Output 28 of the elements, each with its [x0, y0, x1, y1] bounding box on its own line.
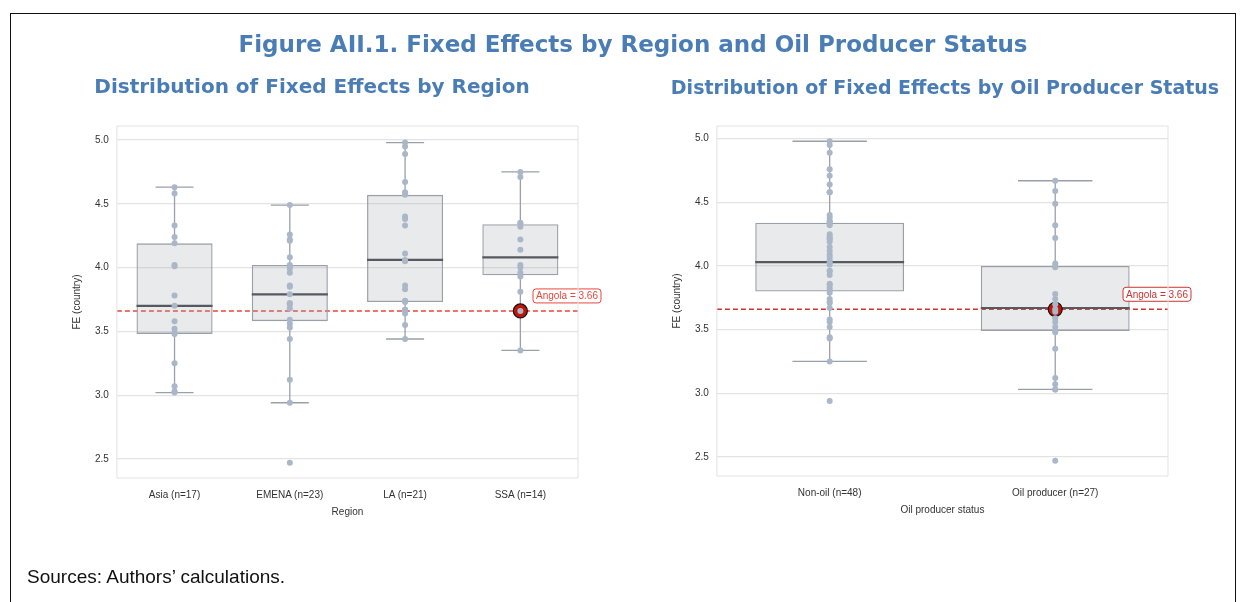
y-tick-label: 3.5 — [95, 325, 110, 337]
x-tick-label: LA (n=21) — [383, 488, 427, 500]
y-tick-label: 5.0 — [695, 132, 710, 144]
text: Figure AII.1. Fixed Effects by Region and Oil Producer Status — [238, 31, 1028, 57]
x-tick-label: SSA (n=14) — [494, 488, 547, 500]
ref-line-label: Angola = 3.66 — [536, 290, 599, 302]
y-tick-label: 4.0 — [695, 259, 710, 271]
y-tick-label: 4.5 — [95, 197, 110, 209]
chart-title: Distribution of Fixed Effects by Oil Producer Status — [670, 76, 1220, 98]
y-tick-label: 4.5 — [695, 196, 710, 208]
x-tick-label: Non-oil (n=48) — [797, 486, 862, 498]
source-note: Sources: Authors’ calculations. — [27, 566, 286, 588]
y-tick-label: 4.0 — [95, 261, 110, 273]
y-tick-label: 5.0 — [95, 133, 110, 145]
y-axis-title: FE (country) — [670, 273, 682, 329]
x-tick-label: Asia (n=17) — [148, 488, 201, 500]
x-tick-label: EMENA (n=23) — [256, 488, 324, 500]
x-axis-title: Oil producer status — [900, 503, 985, 515]
y-axis-title: FE (country) — [70, 274, 82, 330]
y-tick-label: 2.5 — [695, 450, 710, 462]
y-tick-label: 3.0 — [95, 388, 110, 400]
ref-line-label: Angola = 3.66 — [1126, 288, 1189, 300]
y-tick-label: 3.0 — [695, 387, 710, 399]
chart-subtitle: Distribution of Fixed Effects by Region — [94, 74, 530, 98]
y-tick-label: 3.5 — [695, 323, 710, 335]
x-tick-label: Oil producer (n=27) — [1012, 486, 1099, 498]
x-axis-title: Region — [331, 505, 364, 517]
y-tick-label: 2.5 — [95, 452, 110, 464]
